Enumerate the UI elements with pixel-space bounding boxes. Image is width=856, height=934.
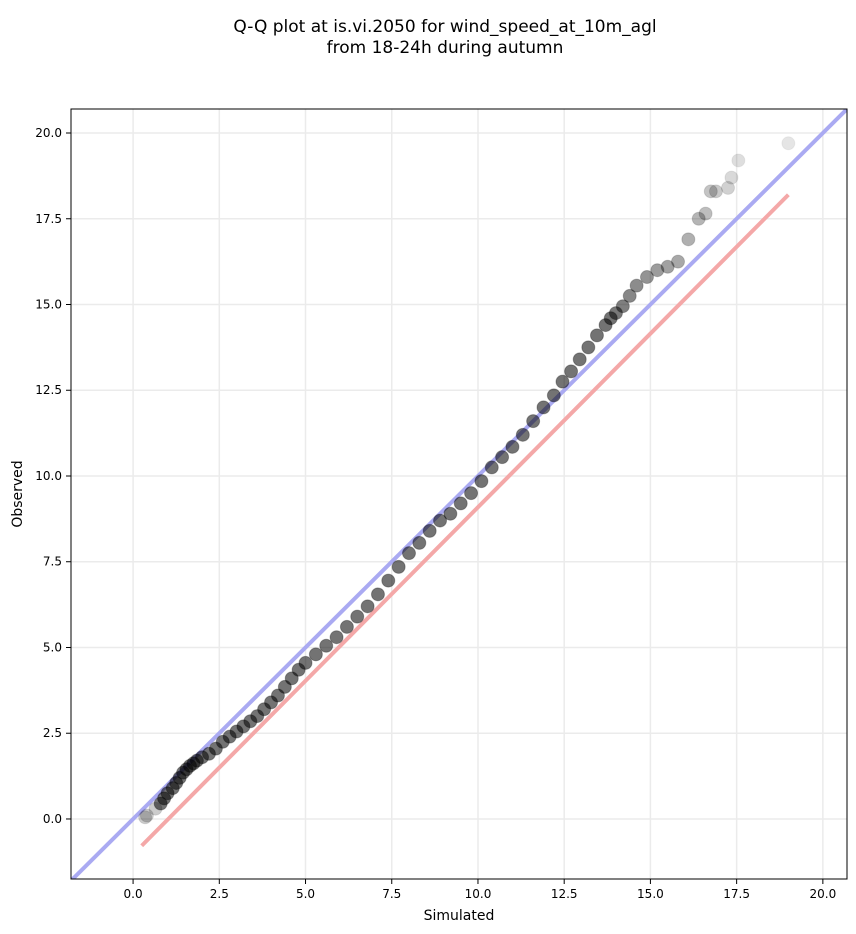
data-point [555,374,570,389]
data-point [401,546,416,561]
y-tick-label: 12.5 [35,383,62,397]
x-tick-label: 20.0 [809,887,836,901]
data-point [660,259,675,274]
data-point [564,364,579,379]
data-point [731,153,746,168]
data-point [698,206,713,221]
data-point [139,808,154,823]
y-tick-label: 17.5 [35,212,62,226]
data-point [639,270,654,285]
data-point [671,254,686,269]
data-points [138,136,796,825]
chart-title-line-2: from 18-24h during autumn [327,38,564,58]
data-point [484,460,499,475]
data-point [412,535,427,550]
data-point [650,263,665,278]
data-point [370,587,385,602]
x-axis-ticks: 0.0 2.5 5.0 7.5 10.0 12.5 15.0 17.5 20.0 [124,879,836,901]
data-point [453,496,468,511]
data-point [708,184,723,199]
data-point [391,559,406,574]
plot-frame [70,108,848,880]
chart-title: Q-Q plot at is.vi.2050 for wind_speed_at… [233,17,656,58]
data-point [308,647,323,662]
x-axis-label: Simulated [424,908,495,924]
data-point [546,388,561,403]
data-point [681,232,696,247]
data-point [691,211,706,226]
data-point [526,414,541,429]
fit-line-layer [140,193,790,848]
data-point [589,328,604,343]
data-point [495,450,510,465]
y-tick-label: 0.0 [43,812,62,826]
data-point [622,288,637,303]
data-point [443,506,458,521]
x-tick-label: 10.0 [465,887,492,901]
grid [71,109,847,879]
x-tick-label: 2.5 [210,887,229,901]
data-point [138,810,153,825]
data-point [505,439,520,454]
x-tick-label: 15.0 [637,887,664,901]
data-point [339,619,354,634]
data-point [724,170,739,185]
y-tick-label: 15.0 [35,298,62,312]
data-point [319,638,334,653]
y-tick-label: 5.0 [43,640,62,654]
data-point [572,352,587,367]
x-tick-label: 0.0 [124,887,143,901]
data-point [422,523,437,538]
x-tick-label: 17.5 [723,887,750,901]
data-point [350,609,365,624]
y-axis-label: Observed [10,460,26,527]
y-tick-label: 7.5 [43,555,62,569]
reference-line [71,109,847,879]
y-tick-label: 20.0 [35,126,62,140]
data-point [721,180,736,195]
data-point [703,184,718,199]
y-tick-label: 10.0 [35,469,62,483]
data-point [629,278,644,293]
data-point [781,136,796,151]
data-point [581,340,596,355]
y-axis-ticks: 0.0 2.5 5.0 7.5 10.0 12.5 15.0 17.5 20.0 [35,126,71,826]
data-point [433,513,448,528]
x-tick-label: 5.0 [296,887,315,901]
chart-title-line-1: Q-Q plot at is.vi.2050 for wind_speed_at… [233,17,656,37]
data-point [360,599,375,614]
reference-line-layer [71,109,847,879]
fit-line [140,193,790,848]
data-point [615,299,630,314]
data-point [381,573,396,588]
data-point [464,486,479,501]
data-point [298,655,313,670]
x-tick-label: 7.5 [382,887,401,901]
data-point [536,400,551,415]
data-point [474,474,489,489]
x-tick-label: 12.5 [551,887,578,901]
data-point [329,630,344,645]
y-tick-label: 2.5 [43,726,62,740]
data-point [515,427,530,442]
